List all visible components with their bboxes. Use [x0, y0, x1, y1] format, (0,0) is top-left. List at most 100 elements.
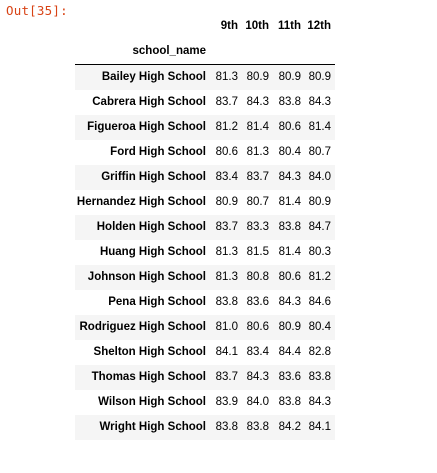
column-header-row: 9th 10th 11th 12th: [75, 14, 335, 39]
table-cell: 81.4: [246, 121, 269, 133]
table-cell: 84.3: [278, 296, 301, 308]
column-header: 12th: [307, 20, 331, 32]
table-row: Holden High School 83.7 83.3 83.8 84.7: [75, 215, 335, 240]
table-cell: 84.3: [246, 96, 269, 108]
table-cell: 81.5: [246, 246, 269, 258]
row-index-label: Griffin High School: [101, 171, 206, 183]
table-cell: 81.3: [215, 271, 238, 283]
table-row: Ford High School 80.6 81.3 80.4 80.7: [75, 140, 335, 165]
index-name-header: school_name: [75, 39, 206, 65]
table-cell: 80.9: [308, 196, 331, 208]
row-index-label: Johnson High School: [87, 271, 206, 283]
table-cell: 80.6: [278, 121, 301, 133]
table-cell: 83.9: [215, 396, 238, 408]
index-row-spacer: [269, 39, 301, 65]
index-row-spacer: [238, 39, 269, 65]
table-cell: 80.6: [278, 271, 301, 283]
table-row: Cabrera High School 83.7 84.3 83.8 84.3: [75, 90, 335, 115]
table-cell: 80.4: [278, 146, 301, 158]
table-cell: 83.4: [246, 346, 269, 358]
table-cell: 83.7: [215, 221, 238, 233]
row-index-label: Wilson High School: [98, 396, 206, 408]
table-cell: 80.4: [308, 321, 331, 333]
table-cell: 84.7: [308, 221, 331, 233]
table-cell: 81.3: [215, 246, 238, 258]
table-cell: 83.8: [215, 421, 238, 433]
table-row: Johnson High School 81.3 80.8 80.6 81.2: [75, 265, 335, 290]
row-index-label: Pena High School: [108, 296, 206, 308]
table-cell: 84.1: [215, 346, 238, 358]
table-cell: 82.8: [308, 346, 331, 358]
table-cell: 83.8: [278, 96, 301, 108]
table-row: Thomas High School 83.7 84.3 83.6 83.8: [75, 365, 335, 390]
output-prompt: Out[35]:: [6, 3, 68, 18]
table-row: Shelton High School 84.1 83.4 84.4 82.8: [75, 340, 335, 365]
table-cell: 81.0: [215, 321, 238, 333]
table-cell: 81.4: [278, 246, 301, 258]
row-index-label: Ford High School: [110, 146, 206, 158]
table-cell: 84.3: [308, 396, 331, 408]
table-cell: 84.1: [308, 421, 331, 433]
table-cell: 83.8: [278, 221, 301, 233]
header-corner: [75, 14, 206, 39]
row-index-label: Thomas High School: [91, 371, 206, 383]
row-index-label: Wright High School: [99, 421, 206, 433]
table-cell: 84.3: [278, 171, 301, 183]
table-row: Hernandez High School 80.9 80.7 81.4 80.9: [75, 190, 335, 215]
row-index-label: Shelton High School: [93, 346, 206, 358]
table-cell: 80.3: [308, 246, 331, 258]
table-cell: 81.2: [308, 271, 331, 283]
row-index-label: Hernandez High School: [76, 196, 206, 208]
index-row-spacer: [206, 39, 238, 65]
table-cell: 83.8: [215, 296, 238, 308]
dataframe-table: 9th 10th 11th 12th school_name Bailey Hi…: [75, 14, 335, 440]
table-body: Bailey High School 81.3 80.9 80.9 80.9 Cabrer…: [75, 64, 335, 440]
table-cell: 84.6: [308, 296, 331, 308]
table-cell: 80.9: [215, 196, 238, 208]
table-cell: 80.7: [308, 146, 331, 158]
table-cell: 83.6: [246, 296, 269, 308]
table-cell: 83.7: [215, 96, 238, 108]
table-cell: 80.9: [278, 321, 301, 333]
table-cell: 83.8: [308, 371, 331, 383]
table-row: Huang High School 81.3 81.5 81.4 80.3: [75, 240, 335, 265]
row-index-label: Holden High School: [96, 221, 206, 233]
table-cell: 84.0: [308, 171, 331, 183]
table-row: Wright High School 83.8 83.8 84.2 84.1: [75, 415, 335, 440]
table-row: Bailey High School 81.3 80.9 80.9 80.9: [75, 64, 335, 90]
table-cell: 83.8: [278, 396, 301, 408]
table-row: Wilson High School 83.9 84.0 83.8 84.3: [75, 390, 335, 415]
table-cell: 84.2: [278, 421, 301, 433]
table-cell: 80.8: [246, 271, 269, 283]
row-index-label: Bailey High School: [101, 71, 206, 83]
table-cell: 83.7: [215, 371, 238, 383]
table-cell: 83.4: [215, 171, 238, 183]
table-row: Figueroa High School 81.2 81.4 80.6 81.4: [75, 115, 335, 140]
row-index-label: Rodriguez High School: [79, 321, 207, 333]
table-cell: 80.6: [215, 146, 238, 158]
table-cell: 84.3: [308, 96, 331, 108]
table-cell: 84.0: [246, 396, 269, 408]
column-header: 11th: [277, 20, 301, 32]
table-row: Pena High School 83.8 83.6 84.3 84.6: [75, 290, 335, 315]
row-index-label: Figueroa High School: [87, 121, 206, 133]
table-row: Griffin High School 83.4 83.7 84.3 84.0: [75, 165, 335, 190]
table-cell: 80.6: [246, 321, 269, 333]
row-index-label: Cabrera High School: [92, 96, 206, 108]
row-index-label: Huang High School: [99, 246, 206, 258]
index-name-row: school_name: [75, 39, 335, 65]
table-cell: 81.3: [246, 146, 269, 158]
column-header: 10th: [245, 20, 269, 32]
table-cell: 80.9: [246, 71, 269, 83]
table-cell: 83.7: [246, 171, 269, 183]
table-cell: 83.6: [278, 371, 301, 383]
column-header: 9th: [220, 20, 238, 32]
index-row-spacer: [301, 39, 335, 65]
table-cell: 81.2: [215, 121, 238, 133]
table-cell: 80.9: [308, 71, 331, 83]
table-cell: 83.3: [246, 221, 269, 233]
table-cell: 84.4: [278, 346, 301, 358]
table-cell: 80.9: [278, 71, 301, 83]
table-cell: 81.4: [278, 196, 301, 208]
table-cell: 80.7: [246, 196, 269, 208]
